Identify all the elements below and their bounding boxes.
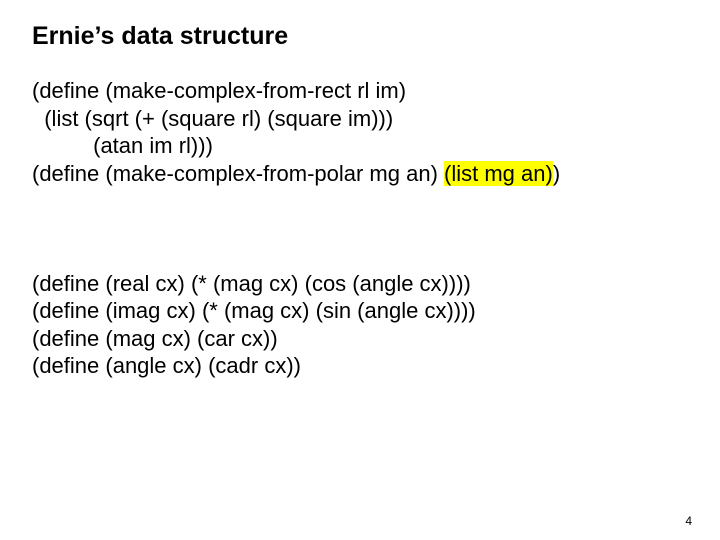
code-line: (list (sqrt (+ (square rl) (square im))) <box>32 105 688 133</box>
blank-line <box>32 215 688 243</box>
page-number: 4 <box>685 514 692 528</box>
code-text: (define (make-complex-from-polar mg an) <box>32 161 444 186</box>
blank-line <box>32 187 688 215</box>
code-line: (define (make-complex-from-polar mg an) … <box>32 160 688 188</box>
code-line: (define (mag cx) (car cx)) <box>32 325 688 353</box>
code-text: ) <box>553 161 560 186</box>
slide-title: Ernie’s data structure <box>32 22 688 51</box>
code-line: (define (real cx) (* (mag cx) (cos (angl… <box>32 270 688 298</box>
slide: Ernie’s data structure (define (make-com… <box>0 0 720 540</box>
blank-line <box>32 242 688 270</box>
code-line: (atan im rl))) <box>32 132 688 160</box>
highlighted-code: (list mg an) <box>444 161 553 186</box>
code-line: (define (make-complex-from-rect rl im) <box>32 77 688 105</box>
code-block-selectors: (define (real cx) (* (mag cx) (cos (angl… <box>32 270 688 380</box>
code-line: (define (angle cx) (cadr cx)) <box>32 352 688 380</box>
code-block-constructors: (define (make-complex-from-rect rl im) (… <box>32 77 688 187</box>
code-line: (define (imag cx) (* (mag cx) (sin (angl… <box>32 297 688 325</box>
